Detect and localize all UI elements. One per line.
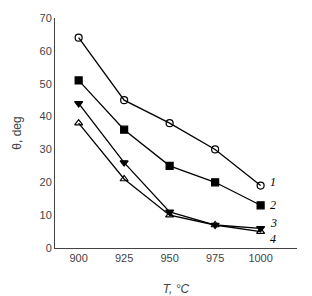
svg-text:900: 900: [69, 252, 87, 264]
svg-text:60: 60: [40, 45, 52, 57]
svg-text:40: 40: [40, 110, 52, 122]
svg-text:20: 20: [40, 176, 52, 188]
svg-text:4: 4: [270, 232, 276, 246]
svg-text:3: 3: [270, 216, 277, 230]
svg-text:0: 0: [46, 242, 52, 254]
svg-text:925: 925: [115, 252, 133, 264]
svg-text:10: 10: [40, 209, 52, 221]
svg-text:2: 2: [270, 198, 276, 212]
svg-text:1: 1: [270, 175, 276, 189]
svg-text:30: 30: [40, 143, 52, 155]
svg-text:70: 70: [40, 12, 52, 24]
svg-text:975: 975: [206, 252, 224, 264]
svg-text:1000: 1000: [248, 252, 272, 264]
svg-text:950: 950: [160, 252, 178, 264]
svg-text:θ, deg: θ, deg: [10, 116, 24, 149]
svg-text:T, °C: T, °C: [163, 282, 190, 296]
svg-text:50: 50: [40, 78, 52, 90]
